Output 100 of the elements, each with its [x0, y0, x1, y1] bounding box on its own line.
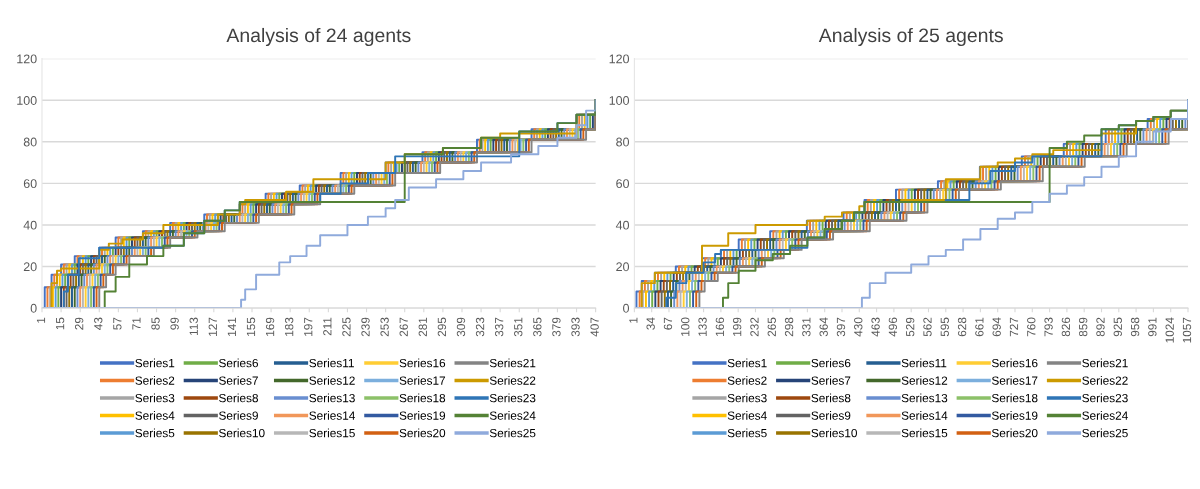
x-tick-label: 628 — [957, 317, 967, 337]
legend-label: Series2 — [727, 376, 767, 385]
x-tick-label: 826 — [1061, 317, 1071, 337]
legend-label: Series23 — [489, 393, 536, 403]
legend-label: Series17 — [399, 376, 446, 385]
legend-label: Series19 — [991, 411, 1038, 420]
legend-label: Series22 — [1082, 376, 1128, 385]
legend-label: Series20 — [991, 428, 1038, 438]
x-tick-label: 239 — [361, 317, 370, 337]
x-tick-label: 793 — [1044, 317, 1053, 337]
x-tick-label: 393 — [571, 317, 580, 337]
x-tick-label: 562 — [923, 317, 932, 337]
x-tick-label: 169 — [265, 317, 275, 336]
legend-label: Series13 — [309, 393, 355, 403]
x-tick-label: 337 — [494, 317, 504, 337]
x-tick-label: 71 — [132, 317, 141, 330]
x-tick-label: 1057 — [1182, 317, 1192, 343]
x-tick-label: 127 — [208, 317, 217, 336]
x-tick-label: 57 — [113, 317, 122, 330]
x-tick-label: 407 — [590, 317, 599, 337]
x-tick-label: 379 — [552, 317, 561, 337]
y-tick-label: 60 — [616, 179, 630, 189]
legend-label: Series4 — [727, 411, 767, 420]
legend-label: Series7 — [811, 376, 851, 385]
x-tick-label: 991 — [1148, 317, 1157, 337]
x-tick-label: 529 — [906, 317, 915, 337]
x-tick-label: 430 — [854, 317, 863, 337]
legend-label: Series25 — [489, 428, 536, 438]
legend-label: Series13 — [901, 393, 948, 403]
legend-label: Series1 — [135, 358, 175, 368]
legend-label: Series8 — [219, 393, 258, 403]
x-tick-label: 265 — [767, 317, 776, 337]
x-tick-label: 199 — [732, 317, 742, 336]
x-tick-label: 351 — [514, 317, 523, 337]
legend-label: Series22 — [489, 376, 536, 385]
x-tick-label: 925 — [1113, 317, 1122, 337]
legend-label: Series21 — [489, 358, 536, 368]
x-tick-label: 1 — [629, 317, 638, 323]
x-tick-label: 15 — [56, 317, 65, 330]
x-tick-label: 155 — [246, 317, 256, 336]
x-tick-label: 85 — [151, 317, 160, 330]
x-tick-label: 281 — [418, 317, 427, 337]
x-tick-label: 43 — [94, 317, 103, 330]
legend-label: Series9 — [219, 411, 258, 420]
y-tick-label: 0 — [30, 303, 37, 313]
legend-label: Series14 — [901, 411, 948, 420]
x-tick-label: 166 — [715, 317, 725, 336]
legend-label: Series14 — [309, 411, 356, 420]
legend-label: Series4 — [135, 411, 175, 420]
y-tick-label: 100 — [609, 96, 630, 105]
legend-label: Series18 — [399, 393, 446, 403]
legend-label: Series23 — [1082, 393, 1128, 403]
x-tick-label: 661 — [975, 317, 984, 337]
x-tick-label: 100 — [681, 317, 690, 336]
legend-label: Series11 — [309, 358, 354, 368]
y-tick-label: 20 — [616, 262, 630, 272]
y-tick-label: 60 — [23, 179, 37, 189]
x-tick-label: 113 — [189, 317, 198, 336]
legend-label: Series5 — [727, 428, 767, 438]
legend-label: Series16 — [399, 358, 446, 368]
legend-label: Series1 — [727, 358, 767, 368]
legend-label: Series2 — [135, 376, 175, 385]
legend-label: Series10 — [811, 428, 857, 438]
legend-label: Series20 — [399, 428, 446, 438]
x-tick-label: 365 — [533, 317, 542, 337]
x-tick-label: 727 — [1009, 317, 1019, 337]
x-tick-label: 892 — [1096, 317, 1105, 337]
x-tick-label: 463 — [871, 317, 880, 337]
legend-label: Series25 — [1082, 428, 1128, 438]
x-tick-label: 397 — [836, 317, 846, 337]
legend-label: Series6 — [811, 358, 851, 368]
x-tick-label: 34 — [646, 317, 655, 330]
legend-label: Series21 — [1082, 358, 1128, 368]
x-tick-label: 298 — [784, 317, 794, 337]
y-tick-label: 80 — [616, 137, 630, 147]
legend-label: Series18 — [991, 393, 1038, 403]
legend-label: Series3 — [727, 393, 767, 403]
y-tick-label: 80 — [23, 137, 37, 147]
legend-label: Series9 — [811, 411, 851, 420]
x-tick-label: 232 — [750, 317, 759, 337]
legend-label: Series24 — [1082, 411, 1128, 420]
x-tick-label: 295 — [437, 317, 447, 337]
x-tick-label: 211 — [323, 317, 332, 336]
x-tick-label: 958 — [1130, 317, 1140, 337]
x-tick-label: 309 — [456, 317, 466, 337]
x-tick-label: 141 — [227, 317, 236, 336]
y-tick-label: 100 — [17, 96, 37, 105]
y-tick-label: 40 — [615, 220, 630, 230]
legend-label: Series8 — [811, 393, 851, 403]
legend-label: Series15 — [309, 428, 355, 438]
y-tick-label: 40 — [23, 220, 37, 230]
x-tick-label: 595 — [940, 317, 949, 337]
legend-label: Series3 — [135, 393, 175, 403]
legend-label: Series17 — [991, 376, 1038, 385]
y-tick-label: 120 — [17, 54, 37, 64]
x-tick-label: 99 — [170, 317, 179, 330]
legend-label: Series6 — [219, 358, 258, 368]
x-tick-label: 67 — [663, 317, 673, 330]
x-tick-label: 859 — [1079, 317, 1088, 337]
x-tick-label: 267 — [399, 317, 408, 337]
